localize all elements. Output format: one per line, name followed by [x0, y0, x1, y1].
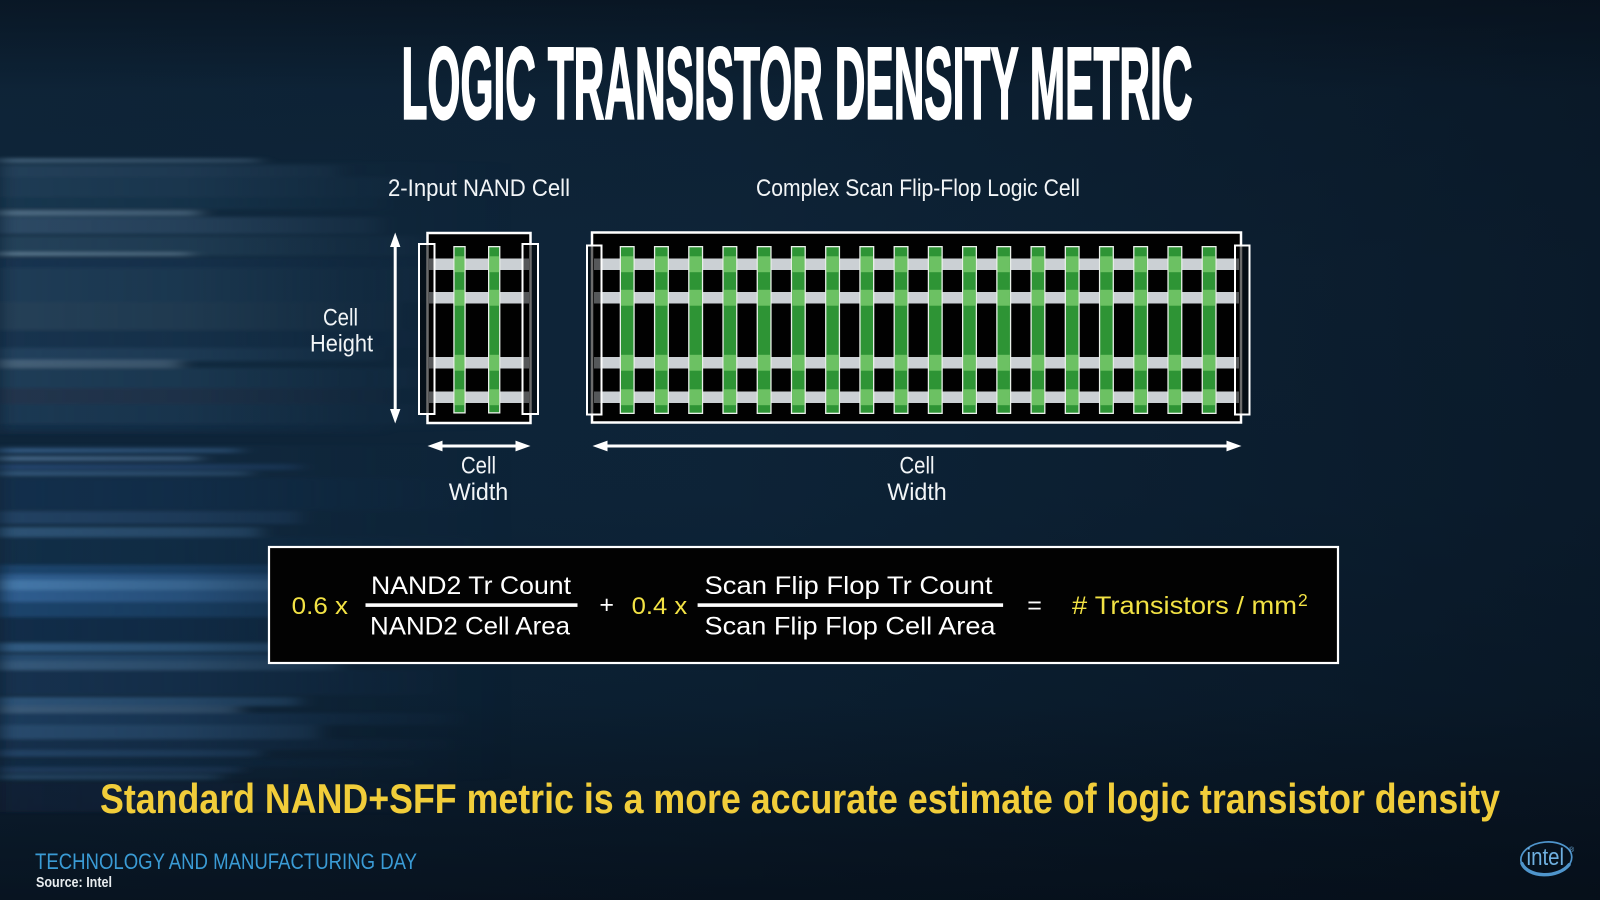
svg-text:LOGIC TRANSISTOR DENSITY METRI: LOGIC TRANSISTOR DENSITY METRIC: [402, 27, 1193, 141]
svg-text:Cell: Cell: [461, 453, 496, 480]
svg-text:Complex Scan Flip-Flop Logic C: Complex Scan Flip-Flop Logic Cell: [756, 175, 1080, 202]
svg-text:Scan Flip Flop Tr Count: Scan Flip Flop Tr Count: [705, 572, 993, 600]
svg-text:# Transistors / mm: # Transistors / mm: [1072, 592, 1297, 620]
svg-text:Width: Width: [887, 479, 947, 506]
svg-text:intel: intel: [1527, 844, 1565, 871]
svg-text:Height: Height: [310, 331, 373, 358]
svg-text:0.6 x: 0.6 x: [292, 593, 348, 620]
svg-text:TECHNOLOGY AND MANUFACTURING D: TECHNOLOGY AND MANUFACTURING DAY: [35, 849, 417, 874]
svg-text:Cell: Cell: [900, 453, 935, 480]
svg-text:Standard NAND+SFF metric is a: Standard NAND+SFF metric is a more accur…: [100, 775, 1501, 822]
svg-text:NAND2 Tr Count: NAND2 Tr Count: [371, 572, 571, 600]
svg-text:2: 2: [1298, 590, 1308, 610]
svg-text:Width: Width: [449, 479, 509, 506]
svg-text:Scan Flip Flop Cell Area: Scan Flip Flop Cell Area: [705, 613, 996, 641]
svg-text:®: ®: [1569, 846, 1575, 854]
svg-text:2-Input NAND Cell: 2-Input NAND Cell: [388, 175, 570, 202]
svg-text:0.4 x: 0.4 x: [632, 593, 688, 620]
svg-text:NAND2 Cell Area: NAND2 Cell Area: [370, 613, 570, 641]
svg-text:Source: Intel: Source: Intel: [36, 874, 112, 891]
svg-text:+: +: [599, 591, 614, 619]
svg-text:Cell: Cell: [323, 305, 358, 332]
svg-text:=: =: [1027, 592, 1042, 620]
